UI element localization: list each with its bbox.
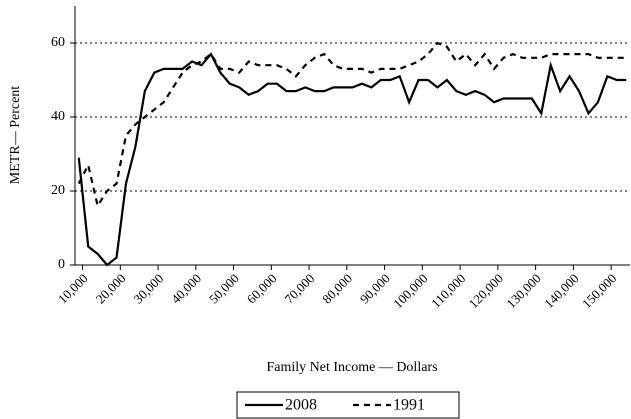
x-tick-label: 40,000 (168, 271, 204, 307)
x-tick-label: 140,000 (541, 271, 581, 311)
y-tick-label: 0 (58, 257, 65, 272)
x-tick-label: 20,000 (93, 271, 129, 307)
y-axis-label: METR— Percent (8, 86, 23, 184)
x-tick-label: 60,000 (244, 271, 280, 307)
x-tick-label: 30,000 (130, 271, 166, 307)
y-tick-label: 20 (51, 183, 65, 198)
line-series (77, 52, 627, 267)
x-tick-label: 80,000 (319, 271, 355, 307)
legend-label: 1991 (393, 397, 425, 414)
legend-label: 2008 (285, 397, 317, 414)
x-tick-label: 110,000 (428, 271, 468, 311)
x-tick-label: 150,000 (579, 271, 619, 311)
x-axis-label: Family Net Income — Dollars (266, 360, 437, 375)
legend-box (236, 391, 460, 419)
y-tick-label: 60 (51, 35, 65, 50)
x-tick-label: 90,000 (357, 271, 393, 307)
x-tick-label: 120,000 (466, 271, 506, 311)
x-tick-label: 70,000 (281, 271, 317, 307)
line-series (77, 41, 627, 209)
y-tick-label: 40 (51, 109, 65, 124)
x-tick-label: 10,000 (55, 271, 91, 307)
x-tick-label: 100,000 (390, 271, 430, 311)
x-tick-label: 130,000 (503, 271, 543, 311)
x-tick-label: 50,000 (206, 271, 242, 307)
